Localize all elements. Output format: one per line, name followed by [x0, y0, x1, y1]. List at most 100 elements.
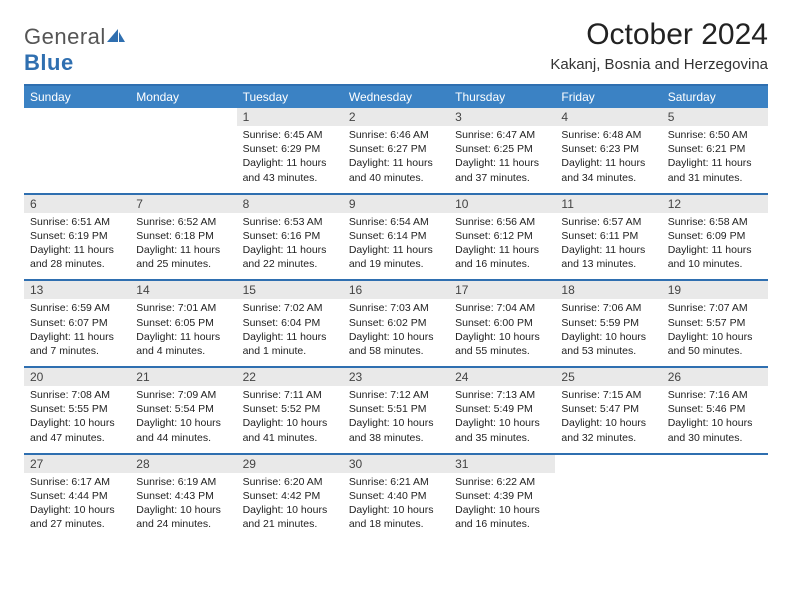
day-number: 12	[662, 195, 768, 213]
day-number: 21	[130, 368, 236, 386]
day-body: Sunrise: 7:07 AMSunset: 5:57 PMDaylight:…	[662, 299, 768, 366]
day-body	[130, 126, 236, 182]
day-body: Sunrise: 7:13 AMSunset: 5:49 PMDaylight:…	[449, 386, 555, 453]
day-number: 11	[555, 195, 661, 213]
calendar-cell: 19Sunrise: 7:07 AMSunset: 5:57 PMDayligh…	[662, 280, 768, 367]
day-number: 20	[24, 368, 130, 386]
calendar-cell: 18Sunrise: 7:06 AMSunset: 5:59 PMDayligh…	[555, 280, 661, 367]
day-number: 8	[237, 195, 343, 213]
day-number: 26	[662, 368, 768, 386]
calendar-cell	[662, 454, 768, 540]
day-number: 4	[555, 108, 661, 126]
calendar-cell: 1Sunrise: 6:45 AMSunset: 6:29 PMDaylight…	[237, 108, 343, 194]
calendar-body: 1Sunrise: 6:45 AMSunset: 6:29 PMDaylight…	[24, 108, 768, 539]
logo-sail-icon	[106, 28, 126, 44]
day-number: 5	[662, 108, 768, 126]
logo-text: General Blue	[24, 24, 126, 76]
calendar-cell: 21Sunrise: 7:09 AMSunset: 5:54 PMDayligh…	[130, 367, 236, 454]
day-body: Sunrise: 6:54 AMSunset: 6:14 PMDaylight:…	[343, 213, 449, 280]
weekday-header: Tuesday	[237, 85, 343, 108]
day-body: Sunrise: 6:19 AMSunset: 4:43 PMDaylight:…	[130, 473, 236, 540]
day-number: 17	[449, 281, 555, 299]
day-body: Sunrise: 6:50 AMSunset: 6:21 PMDaylight:…	[662, 126, 768, 193]
day-number	[24, 108, 130, 126]
day-body: Sunrise: 6:53 AMSunset: 6:16 PMDaylight:…	[237, 213, 343, 280]
day-body	[662, 473, 768, 529]
calendar-cell: 13Sunrise: 6:59 AMSunset: 6:07 PMDayligh…	[24, 280, 130, 367]
day-number: 7	[130, 195, 236, 213]
day-number: 29	[237, 455, 343, 473]
weekday-header: Wednesday	[343, 85, 449, 108]
day-number: 27	[24, 455, 130, 473]
logo-word-blue: Blue	[24, 50, 74, 75]
header: General Blue October 2024 Kakanj, Bosnia…	[24, 18, 768, 76]
day-number: 16	[343, 281, 449, 299]
calendar-cell: 2Sunrise: 6:46 AMSunset: 6:27 PMDaylight…	[343, 108, 449, 194]
calendar-week-row: 1Sunrise: 6:45 AMSunset: 6:29 PMDaylight…	[24, 108, 768, 194]
day-body: Sunrise: 6:52 AMSunset: 6:18 PMDaylight:…	[130, 213, 236, 280]
day-number: 2	[343, 108, 449, 126]
day-number: 14	[130, 281, 236, 299]
day-number: 3	[449, 108, 555, 126]
month-title: October 2024	[550, 18, 768, 52]
day-body: Sunrise: 6:17 AMSunset: 4:44 PMDaylight:…	[24, 473, 130, 540]
day-body: Sunrise: 7:03 AMSunset: 6:02 PMDaylight:…	[343, 299, 449, 366]
day-body: Sunrise: 6:59 AMSunset: 6:07 PMDaylight:…	[24, 299, 130, 366]
day-body: Sunrise: 6:46 AMSunset: 6:27 PMDaylight:…	[343, 126, 449, 193]
calendar-cell	[24, 108, 130, 194]
day-number: 19	[662, 281, 768, 299]
calendar-cell: 30Sunrise: 6:21 AMSunset: 4:40 PMDayligh…	[343, 454, 449, 540]
day-number: 22	[237, 368, 343, 386]
calendar-cell: 12Sunrise: 6:58 AMSunset: 6:09 PMDayligh…	[662, 194, 768, 281]
day-body: Sunrise: 6:58 AMSunset: 6:09 PMDaylight:…	[662, 213, 768, 280]
calendar-header-row: SundayMondayTuesdayWednesdayThursdayFrid…	[24, 85, 768, 108]
day-number: 24	[449, 368, 555, 386]
day-body: Sunrise: 6:22 AMSunset: 4:39 PMDaylight:…	[449, 473, 555, 540]
day-body: Sunrise: 6:56 AMSunset: 6:12 PMDaylight:…	[449, 213, 555, 280]
day-number: 10	[449, 195, 555, 213]
calendar-cell: 29Sunrise: 6:20 AMSunset: 4:42 PMDayligh…	[237, 454, 343, 540]
day-body: Sunrise: 7:01 AMSunset: 6:05 PMDaylight:…	[130, 299, 236, 366]
day-body: Sunrise: 7:06 AMSunset: 5:59 PMDaylight:…	[555, 299, 661, 366]
day-body: Sunrise: 7:11 AMSunset: 5:52 PMDaylight:…	[237, 386, 343, 453]
day-number: 15	[237, 281, 343, 299]
calendar-cell: 10Sunrise: 6:56 AMSunset: 6:12 PMDayligh…	[449, 194, 555, 281]
calendar-cell: 24Sunrise: 7:13 AMSunset: 5:49 PMDayligh…	[449, 367, 555, 454]
day-body	[24, 126, 130, 182]
day-body: Sunrise: 6:45 AMSunset: 6:29 PMDaylight:…	[237, 126, 343, 193]
day-body: Sunrise: 6:21 AMSunset: 4:40 PMDaylight:…	[343, 473, 449, 540]
calendar-cell: 22Sunrise: 7:11 AMSunset: 5:52 PMDayligh…	[237, 367, 343, 454]
day-body: Sunrise: 6:20 AMSunset: 4:42 PMDaylight:…	[237, 473, 343, 540]
weekday-header: Saturday	[662, 85, 768, 108]
calendar-week-row: 27Sunrise: 6:17 AMSunset: 4:44 PMDayligh…	[24, 454, 768, 540]
calendar-cell: 25Sunrise: 7:15 AMSunset: 5:47 PMDayligh…	[555, 367, 661, 454]
calendar-cell: 5Sunrise: 6:50 AMSunset: 6:21 PMDaylight…	[662, 108, 768, 194]
title-block: October 2024 Kakanj, Bosnia and Herzegov…	[550, 18, 768, 73]
day-body: Sunrise: 7:12 AMSunset: 5:51 PMDaylight:…	[343, 386, 449, 453]
calendar-cell: 9Sunrise: 6:54 AMSunset: 6:14 PMDaylight…	[343, 194, 449, 281]
day-body	[555, 473, 661, 529]
calendar-cell: 8Sunrise: 6:53 AMSunset: 6:16 PMDaylight…	[237, 194, 343, 281]
location-label: Kakanj, Bosnia and Herzegovina	[550, 56, 768, 73]
calendar-cell: 11Sunrise: 6:57 AMSunset: 6:11 PMDayligh…	[555, 194, 661, 281]
logo: General Blue	[24, 18, 126, 76]
calendar-cell: 4Sunrise: 6:48 AMSunset: 6:23 PMDaylight…	[555, 108, 661, 194]
day-number: 18	[555, 281, 661, 299]
day-body: Sunrise: 6:57 AMSunset: 6:11 PMDaylight:…	[555, 213, 661, 280]
calendar-cell: 15Sunrise: 7:02 AMSunset: 6:04 PMDayligh…	[237, 280, 343, 367]
calendar-cell: 16Sunrise: 7:03 AMSunset: 6:02 PMDayligh…	[343, 280, 449, 367]
calendar-cell: 7Sunrise: 6:52 AMSunset: 6:18 PMDaylight…	[130, 194, 236, 281]
day-body: Sunrise: 7:08 AMSunset: 5:55 PMDaylight:…	[24, 386, 130, 453]
day-number	[130, 108, 236, 126]
calendar-week-row: 20Sunrise: 7:08 AMSunset: 5:55 PMDayligh…	[24, 367, 768, 454]
calendar-cell: 27Sunrise: 6:17 AMSunset: 4:44 PMDayligh…	[24, 454, 130, 540]
day-number: 13	[24, 281, 130, 299]
calendar-cell	[130, 108, 236, 194]
day-body: Sunrise: 6:47 AMSunset: 6:25 PMDaylight:…	[449, 126, 555, 193]
calendar-cell: 14Sunrise: 7:01 AMSunset: 6:05 PMDayligh…	[130, 280, 236, 367]
day-number	[662, 455, 768, 473]
day-body: Sunrise: 7:04 AMSunset: 6:00 PMDaylight:…	[449, 299, 555, 366]
calendar-cell: 20Sunrise: 7:08 AMSunset: 5:55 PMDayligh…	[24, 367, 130, 454]
weekday-header: Thursday	[449, 85, 555, 108]
day-body: Sunrise: 7:02 AMSunset: 6:04 PMDaylight:…	[237, 299, 343, 366]
